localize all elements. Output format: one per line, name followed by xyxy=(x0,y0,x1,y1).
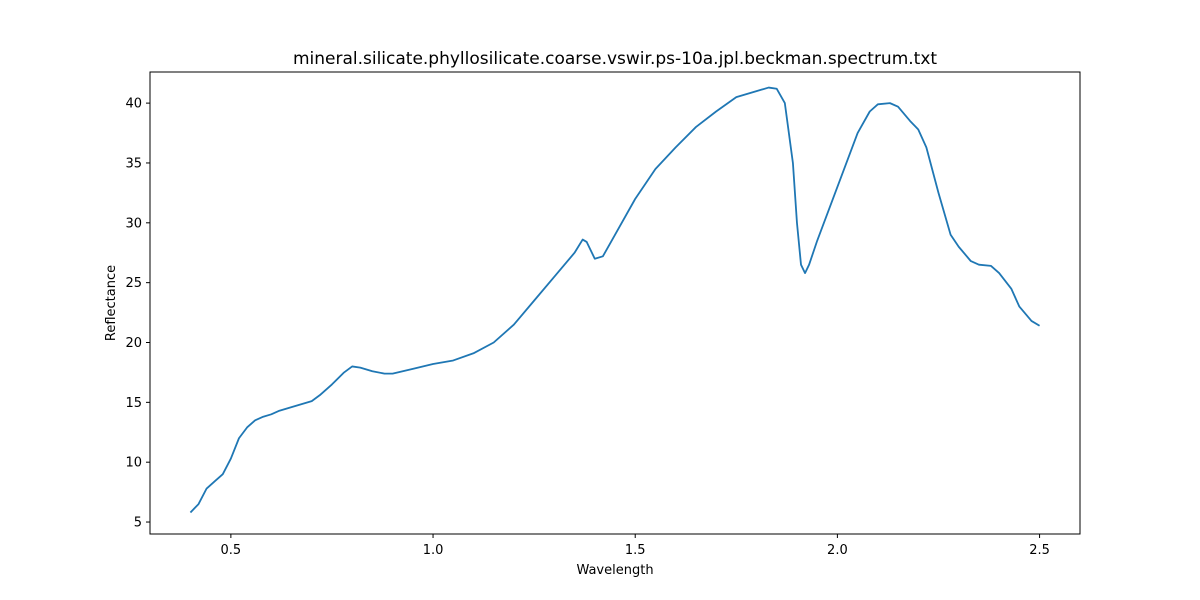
x-axis: 0.5 1.0 1.5 2.0 2.5 xyxy=(221,534,1050,558)
y-axis: 5 10 15 20 25 30 35 40 xyxy=(125,97,150,531)
x-tick-label: 0.5 xyxy=(221,543,242,558)
y-tick-label: 5 xyxy=(134,516,142,531)
x-tick-label: 1.0 xyxy=(423,543,444,558)
x-tick-label: 1.5 xyxy=(625,543,646,558)
y-tick-label: 25 xyxy=(125,276,142,291)
y-tick-label: 10 xyxy=(125,456,142,471)
chart-title: mineral.silicate.phyllosilicate.coarse.v… xyxy=(293,49,937,69)
y-tick-label: 15 xyxy=(125,396,142,411)
x-tick-label: 2.0 xyxy=(827,543,848,558)
plot-frame xyxy=(149,71,1081,535)
y-tick-label: 35 xyxy=(125,156,142,171)
spectrum-line xyxy=(189,86,1041,514)
y-tick-label: 30 xyxy=(125,216,142,231)
x-axis-label: Wavelength xyxy=(576,563,653,578)
y-tick-label: 20 xyxy=(125,336,142,351)
y-axis-label: Reflectance xyxy=(104,265,119,341)
y-tick-label: 40 xyxy=(125,97,142,112)
x-tick-label: 2.5 xyxy=(1029,543,1050,558)
